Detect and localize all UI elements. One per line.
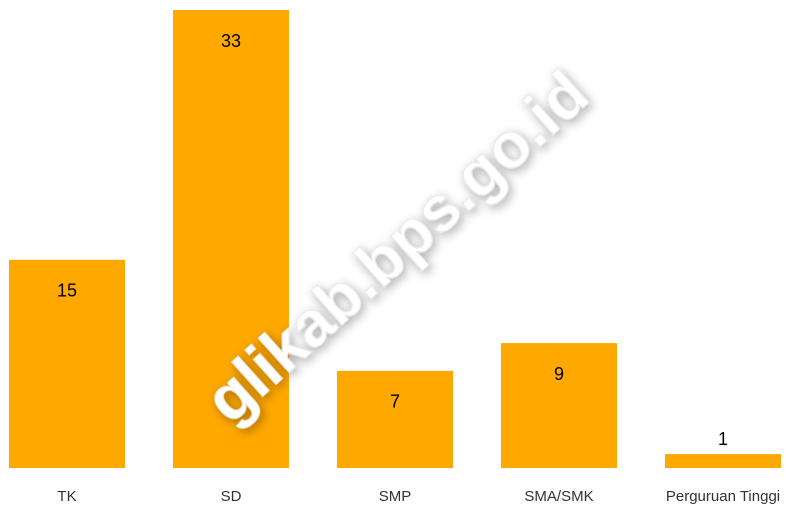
value-label: 1 bbox=[718, 429, 728, 449]
x-tick-label: TK bbox=[57, 488, 76, 505]
bar bbox=[9, 259, 125, 468]
bar bbox=[337, 370, 453, 468]
bar bbox=[173, 10, 289, 468]
bar bbox=[665, 454, 781, 468]
value-label: 7 bbox=[390, 392, 400, 412]
x-tick-label: SMA/SMK bbox=[524, 488, 593, 505]
value-label: 33 bbox=[221, 31, 241, 51]
x-tick-label: SD bbox=[221, 488, 242, 505]
value-label: 9 bbox=[554, 364, 564, 384]
value-label: 15 bbox=[57, 281, 77, 301]
x-tick-label: Perguruan Tinggi bbox=[666, 488, 780, 505]
x-tick-label: SMP bbox=[379, 488, 412, 505]
bar bbox=[501, 343, 617, 468]
